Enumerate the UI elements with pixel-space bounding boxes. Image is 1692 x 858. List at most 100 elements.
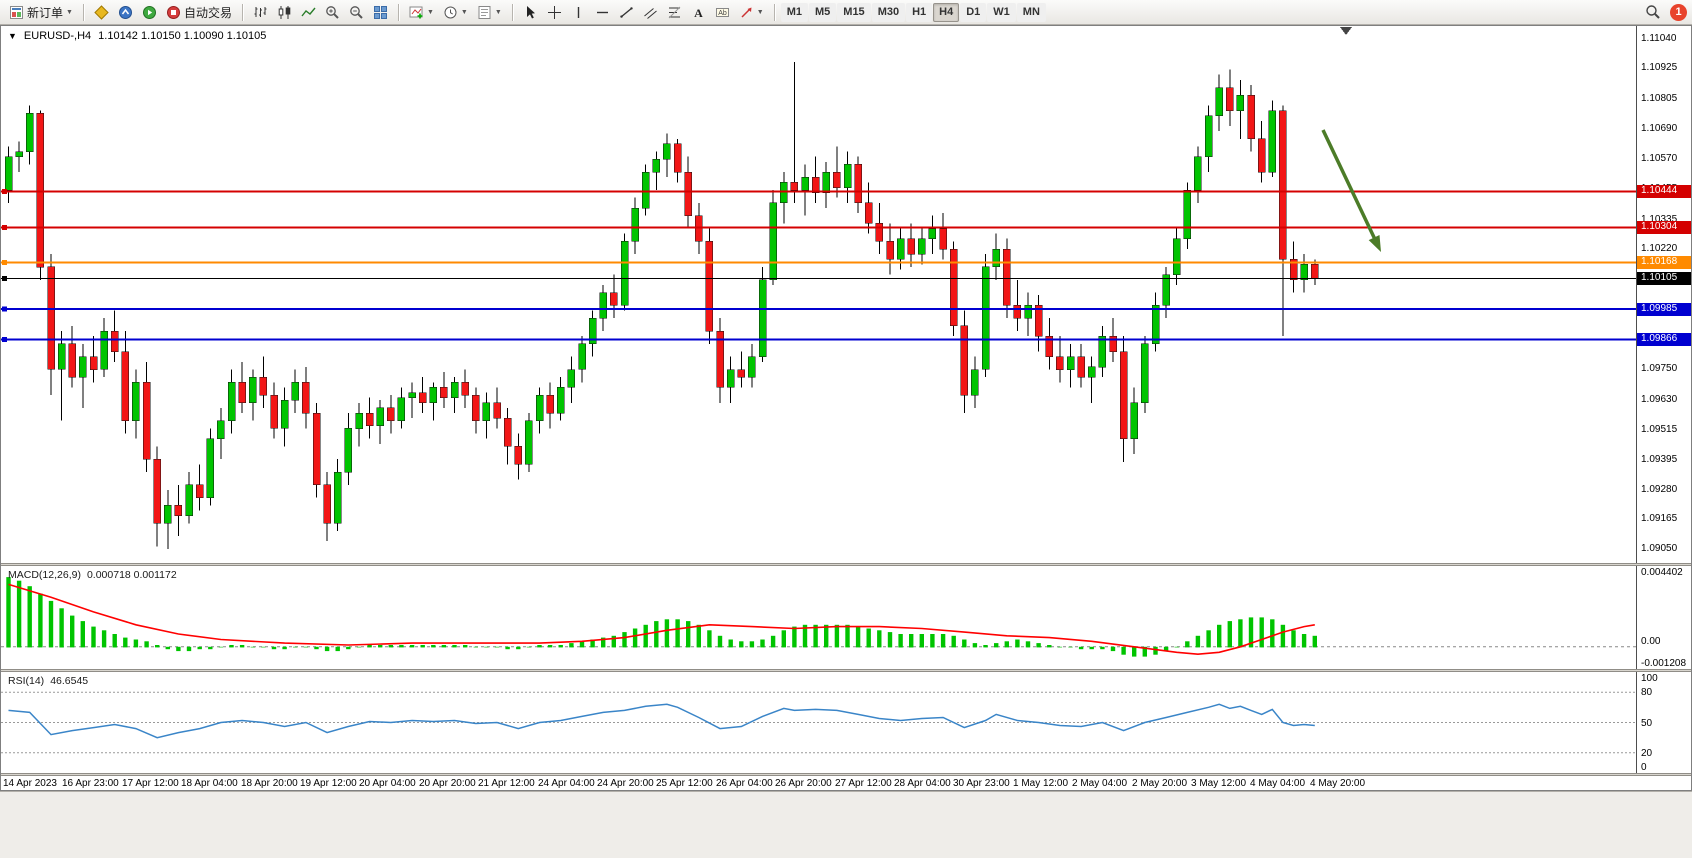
toolbar-separator bbox=[82, 3, 84, 21]
macd-panel[interactable] bbox=[1, 566, 1637, 669]
time-axis-label: 25 Apr 12:00 bbox=[656, 778, 713, 789]
one-click-trading-toggle[interactable]: ▼ bbox=[8, 31, 17, 41]
metaeditor-button[interactable] bbox=[90, 2, 113, 23]
time-axis-label: 16 Apr 23:00 bbox=[62, 778, 119, 789]
macd-scale-label: -0.001208 bbox=[1641, 658, 1687, 669]
price-badge: 1.10105 bbox=[1637, 272, 1691, 285]
trend-arrow-head bbox=[1368, 235, 1381, 252]
candlestick-mode-icon bbox=[278, 5, 291, 19]
tile-windows-button[interactable] bbox=[369, 2, 392, 23]
toolbar-separator bbox=[397, 3, 399, 21]
market-watch-icon bbox=[118, 5, 132, 19]
time-axis-label: 21 Apr 12:00 bbox=[478, 778, 535, 789]
timeframe-button-m30[interactable]: M30 bbox=[871, 2, 906, 22]
price-chart[interactable] bbox=[1, 26, 1637, 563]
indicators-button[interactable]: ▼ bbox=[405, 2, 438, 23]
rsi-scale-label: 100 bbox=[1641, 673, 1658, 684]
chevron-down-icon: ▼ bbox=[460, 8, 468, 16]
candlestick-mode-button[interactable] bbox=[273, 2, 296, 23]
horizontal-line-button[interactable] bbox=[591, 2, 614, 23]
line-anchor-marker bbox=[2, 337, 7, 343]
navigator-icon bbox=[142, 5, 156, 19]
zoom-in-icon bbox=[326, 5, 339, 19]
timeframe-button-w1[interactable]: W1 bbox=[987, 2, 1016, 22]
tile-windows-icon bbox=[373, 5, 387, 19]
status-area bbox=[0, 791, 1692, 858]
time-axis-label: 4 May 04:00 bbox=[1250, 778, 1306, 789]
new-order-label: 新订单 bbox=[27, 5, 64, 20]
trendline-button[interactable] bbox=[615, 2, 638, 23]
price-tick-label: 1.09165 bbox=[1641, 513, 1678, 524]
rsi-scale-label: 20 bbox=[1641, 748, 1653, 759]
panel-splitter[interactable] bbox=[1, 669, 1691, 672]
notification-badge[interactable]: 1 bbox=[1670, 3, 1687, 21]
navigator-button[interactable] bbox=[138, 2, 161, 23]
line-anchor-marker bbox=[2, 276, 7, 281]
rsi-panel[interactable] bbox=[1, 672, 1637, 773]
candles-layer bbox=[4, 61, 1319, 549]
chevron-down-icon: ▼ bbox=[494, 8, 502, 16]
rsi-label: RSI(14) 46.6545 bbox=[8, 675, 88, 687]
price-badge: 1.09985 bbox=[1637, 303, 1691, 316]
search-icon bbox=[1646, 5, 1660, 19]
line-anchor-marker bbox=[2, 225, 7, 230]
timeframe-button-m5[interactable]: M5 bbox=[809, 2, 837, 22]
fibonacci-icon bbox=[668, 6, 681, 18]
zoom-out-button[interactable] bbox=[345, 2, 368, 23]
macd-histogram bbox=[6, 577, 1317, 657]
macd-signal-line bbox=[8, 583, 1315, 656]
price-tick-label: 1.09280 bbox=[1641, 484, 1678, 495]
equidistant-channel-button[interactable] bbox=[639, 2, 662, 23]
templates-button[interactable]: ▼ bbox=[473, 2, 506, 23]
text-button[interactable]: A bbox=[687, 2, 710, 23]
panel-splitter[interactable] bbox=[1, 773, 1691, 776]
periods-button[interactable]: ▼ bbox=[439, 2, 472, 23]
zoom-out-icon bbox=[350, 5, 363, 19]
line-chart-mode-button[interactable] bbox=[297, 2, 320, 23]
toolbar-separator bbox=[241, 3, 243, 21]
rsi-value: 46.6545 bbox=[50, 675, 89, 687]
timeframe-button-h4[interactable]: H4 bbox=[933, 2, 960, 22]
timeframe-button-d1[interactable]: D1 bbox=[960, 2, 987, 22]
trend-arrow[interactable] bbox=[1321, 129, 1379, 244]
new-order-button[interactable]: 新订单 ▼ bbox=[5, 2, 77, 23]
new-order-icon bbox=[10, 5, 23, 19]
panel-splitter[interactable] bbox=[1, 563, 1691, 566]
text-label-icon: Ab bbox=[715, 7, 729, 17]
vertical-line-icon bbox=[577, 6, 579, 18]
search-button[interactable] bbox=[1641, 2, 1665, 23]
price-scale[interactable]: 1.11040 1.10925 1.10805 1.10690 1.10570 1.104… bbox=[1636, 26, 1691, 775]
chart-title: ▼ EURUSD-,H4 1.10142 1.10150 1.10090 1.1… bbox=[8, 30, 266, 42]
cursor-button[interactable] bbox=[519, 2, 542, 23]
zoom-in-button[interactable] bbox=[321, 2, 344, 23]
price-badge: 1.10304 bbox=[1637, 221, 1691, 234]
bar-chart-mode-button[interactable] bbox=[249, 2, 272, 23]
macd-scale-label: 0.00 bbox=[1641, 636, 1661, 647]
macd-scale-label: 0.004402 bbox=[1641, 567, 1683, 578]
time-axis[interactable]: 14 Apr 2023 16 Apr 23:00 17 Apr 12:00 18 Ap… bbox=[1, 775, 1691, 790]
timeframe-button-mn[interactable]: MN bbox=[1016, 2, 1046, 22]
time-axis-label: 17 Apr 12:00 bbox=[122, 778, 179, 789]
time-axis-label: 1 May 12:00 bbox=[1013, 778, 1069, 789]
fibonacci-button[interactable] bbox=[663, 2, 686, 23]
price-tick-label: 1.09750 bbox=[1641, 363, 1678, 374]
chart-shift-marker[interactable] bbox=[1340, 27, 1352, 35]
arrows-button[interactable]: ▼ bbox=[735, 2, 768, 23]
price-tick-label: 1.09630 bbox=[1641, 394, 1678, 405]
time-axis-label: 14 Apr 2023 bbox=[3, 778, 57, 789]
time-axis-label: 26 Apr 20:00 bbox=[775, 778, 832, 789]
timeframe-button-h1[interactable]: H1 bbox=[906, 2, 933, 22]
toolbar: 新订单 ▼ 自动交易 bbox=[0, 0, 1692, 25]
price-tick-label: 1.10690 bbox=[1641, 123, 1678, 134]
timeframe-button-m15[interactable]: M15 bbox=[837, 2, 871, 22]
price-tick-label: 1.10925 bbox=[1641, 62, 1678, 73]
autotrading-button[interactable]: 自动交易 bbox=[162, 2, 236, 23]
vertical-line-button[interactable] bbox=[567, 2, 590, 23]
chevron-down-icon: ▼ bbox=[66, 8, 73, 16]
crosshair-button[interactable] bbox=[543, 2, 566, 23]
market-watch-button[interactable] bbox=[114, 2, 137, 23]
timeframe-button-m1[interactable]: M1 bbox=[780, 2, 808, 22]
time-axis-label: 26 Apr 04:00 bbox=[716, 778, 773, 789]
text-label-button[interactable]: Ab bbox=[711, 2, 734, 23]
